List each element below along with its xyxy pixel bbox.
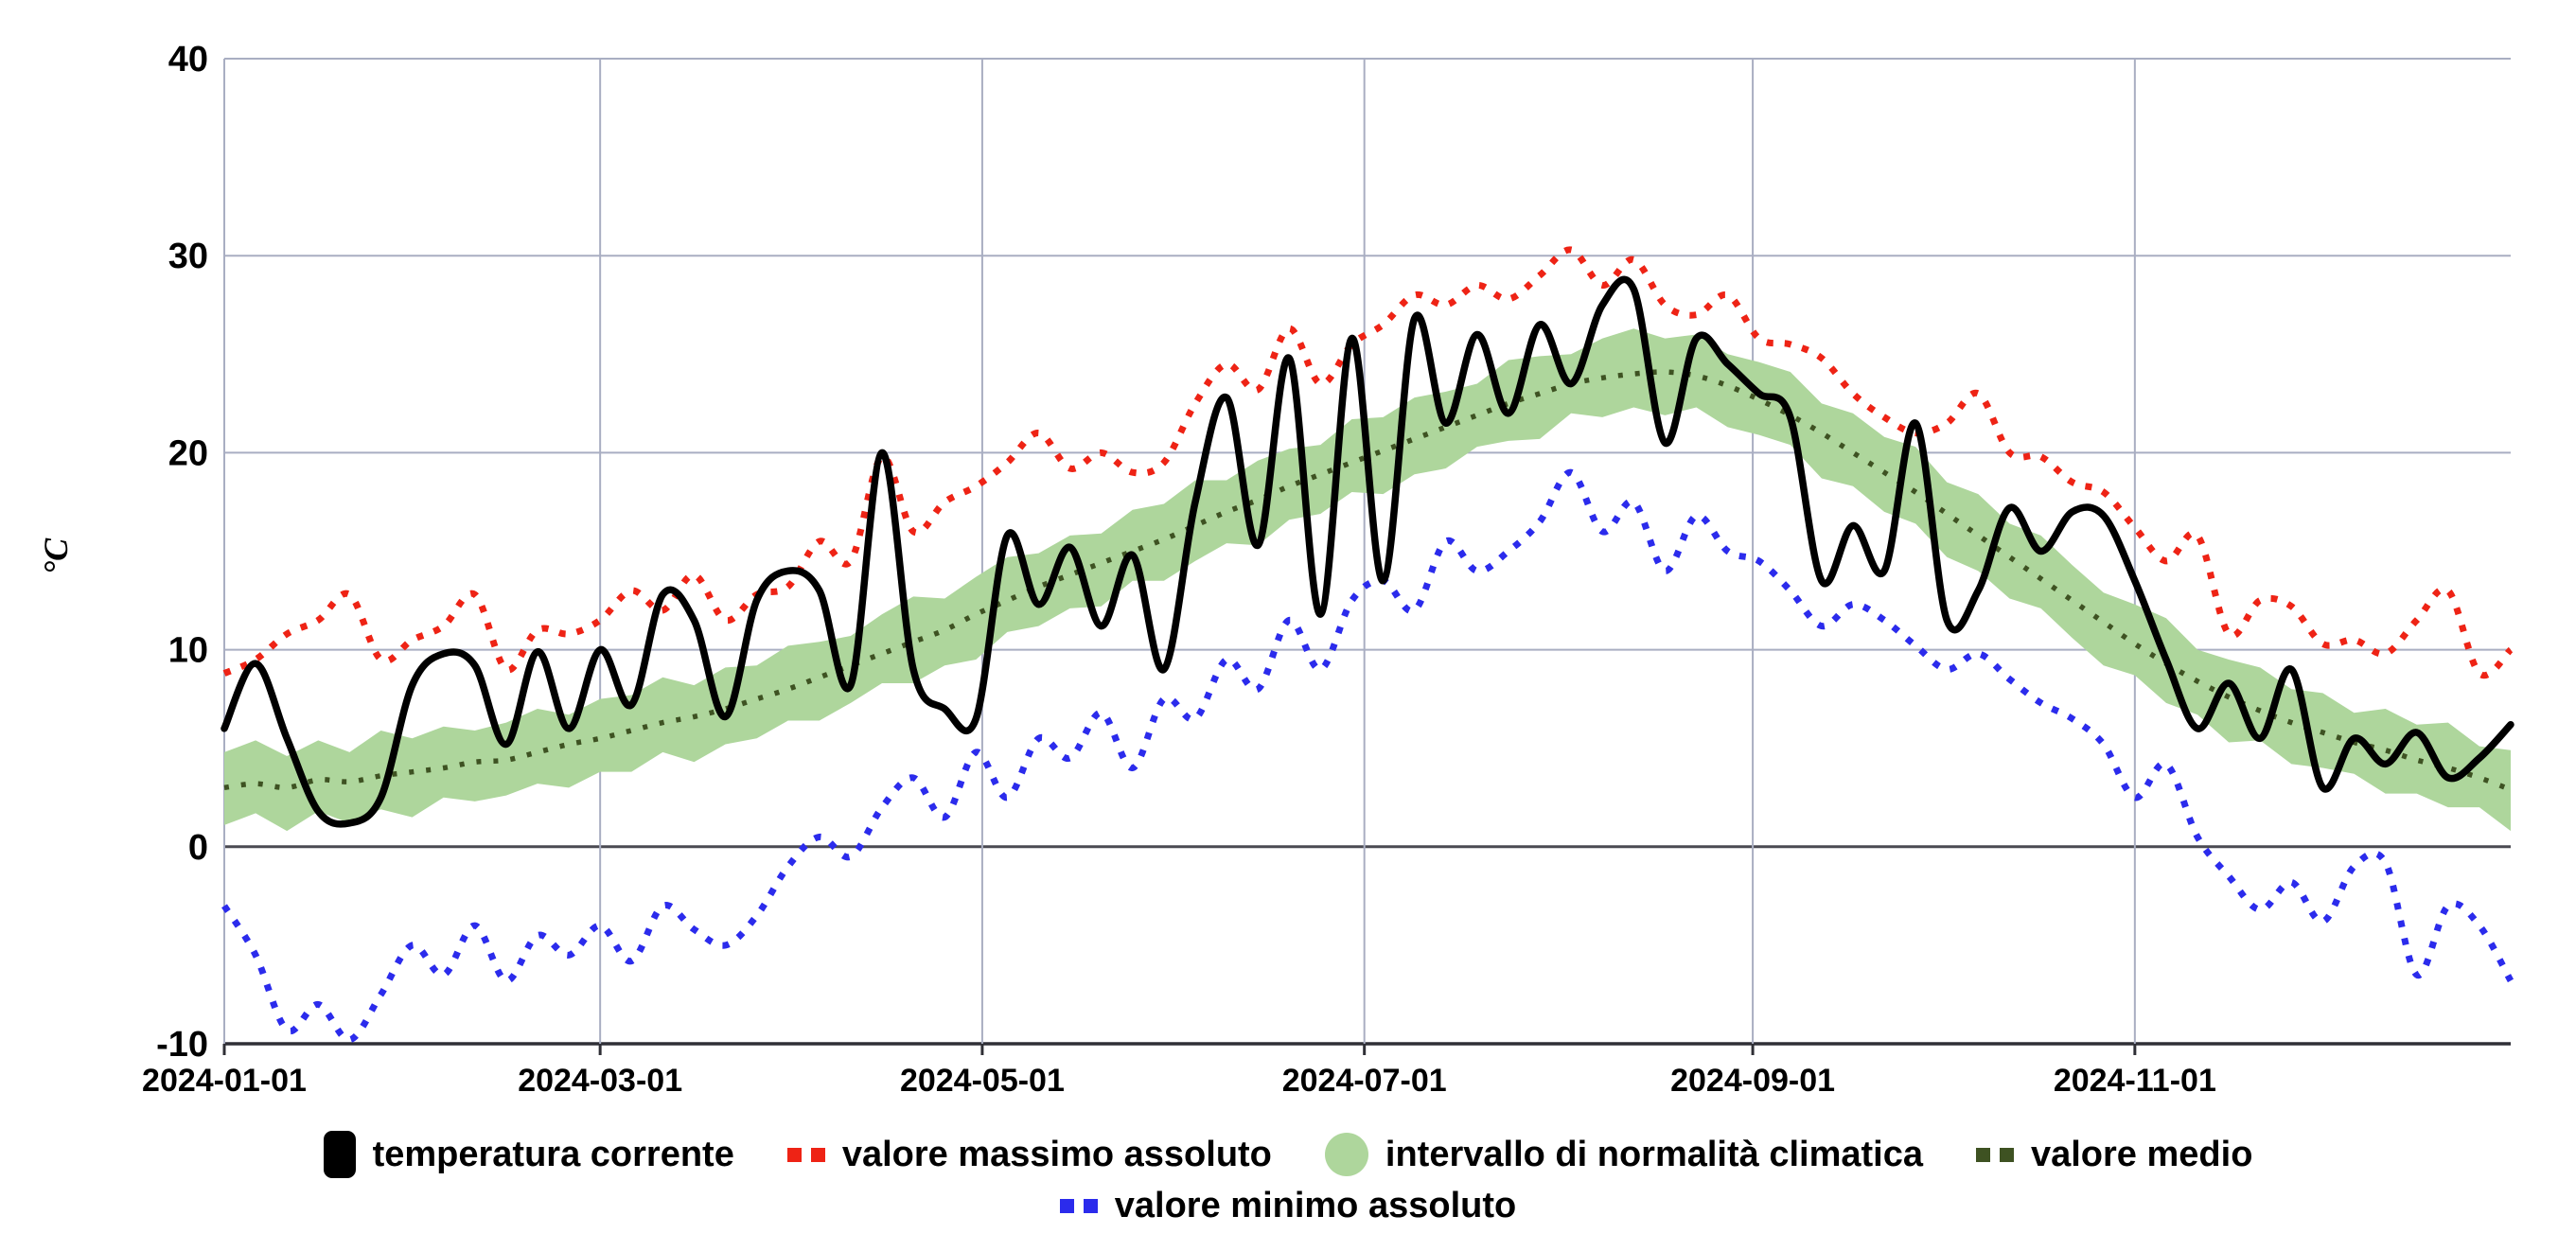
legend-swatch-blue-dash-icon: [1059, 1198, 1098, 1213]
legend-item-temperatura-corrente: temperatura corrente: [323, 1131, 734, 1178]
legend-row-1: temperatura corrente valore massimo asso…: [0, 1128, 2576, 1181]
series-temperatura-corrente: [221, 275, 2514, 828]
band-intervallo-di-normalita-climatica: [224, 328, 2511, 832]
x-tick-label: 2024-03-01: [518, 1063, 682, 1099]
y-tick-label: 40: [168, 40, 208, 79]
legend-swatch-darkgreen-dash-icon: [1975, 1147, 2014, 1162]
legend-item-valore-minimo-assoluto: valore minimo assoluto: [1059, 1185, 1517, 1226]
y-tick-label: 20: [168, 433, 208, 473]
legend-item-intervallo-di-normalita-climatica: intervallo di normalità climatica: [1324, 1133, 1923, 1176]
x-tick-label: 2024-07-01: [1282, 1063, 1447, 1099]
legend-swatch-black-line-icon: [323, 1131, 356, 1178]
x-tick-label: 2024-11-01: [2054, 1063, 2216, 1099]
y-tick-label: 10: [168, 631, 208, 671]
y-tick-label: 0: [188, 828, 208, 868]
y-axis-label: °C: [37, 537, 75, 575]
x-tick-label: 2024-09-01: [1670, 1063, 1835, 1099]
x-tick-label: 2024-01-01: [142, 1063, 307, 1099]
x-tick-label: 2024-05-01: [900, 1063, 1065, 1099]
legend-swatch-green-band-icon: [1324, 1133, 1368, 1176]
legend-label-valore-medio: valore medio: [2030, 1134, 2253, 1174]
legend-row-2: valore minimo assoluto: [0, 1181, 2576, 1230]
legend-label-intervallo-di-normalita-climatica: intervallo di normalità climatica: [1385, 1134, 1923, 1174]
legend-swatch-red-dash-icon: [786, 1147, 825, 1162]
legend-label-valore-massimo-assoluto: valore massimo assoluto: [841, 1134, 1272, 1174]
legend-item-valore-massimo-assoluto: valore massimo assoluto: [786, 1134, 1272, 1175]
y-tick-label: -10: [156, 1025, 208, 1065]
series-valore-minimo-assoluto: [221, 468, 2514, 1044]
legend-label-temperatura-corrente: temperatura corrente: [372, 1134, 734, 1174]
legend-item-valore-medio: valore medio: [1975, 1134, 2253, 1175]
y-tick-label: 30: [168, 237, 208, 276]
legend-label-valore-minimo-assoluto: valore minimo assoluto: [1114, 1185, 1517, 1225]
